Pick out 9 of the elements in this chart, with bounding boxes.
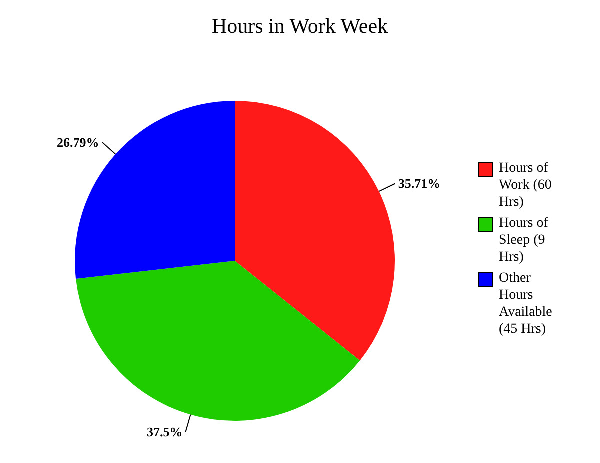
chart-title: Hours in Work Week (210, 13, 390, 40)
pie-slice (76, 261, 360, 421)
data-label: 26.79% (57, 134, 100, 150)
data-label: 37.5% (147, 424, 183, 440)
data-label: 35.71% (398, 176, 441, 192)
legend-label: Hours of Sleep (9 Hrs) (499, 215, 550, 266)
legend-label: Hours of Work (60 Hrs) (499, 160, 553, 211)
pie-slice (235, 101, 395, 361)
legend-label: Other Hours Available (45 Hrs) (499, 270, 554, 338)
